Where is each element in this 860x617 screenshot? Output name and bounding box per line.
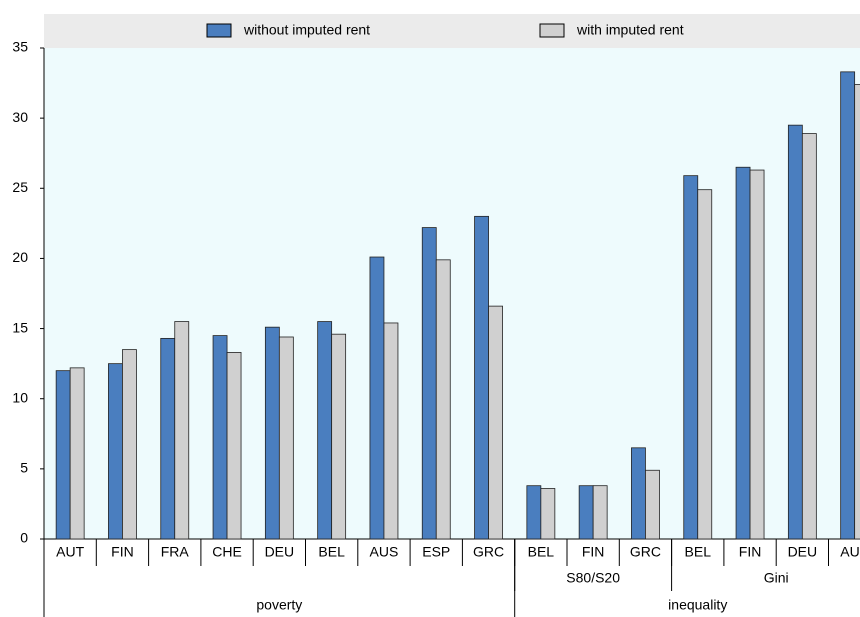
y-tick-label: 10 [12,389,28,405]
bar [174,321,190,540]
bar [317,321,333,540]
x-tick-label: GRC [630,544,661,560]
bar [108,363,123,540]
y-tick-label: 30 [12,109,28,125]
x-tick-label: FIN [739,544,762,560]
legend-band [44,14,860,48]
bar [122,349,137,540]
bar [749,169,765,540]
x-tick-label: CHE [212,544,242,560]
bar [160,337,176,540]
bar [526,485,542,540]
bar [226,352,242,540]
bar [474,215,489,540]
x-tick-label: AUS [370,544,399,560]
bar [787,124,803,540]
group-label: inequality [668,597,727,613]
legend-swatch [206,23,232,38]
x-tick-label: FIN [111,544,134,560]
bar [69,367,85,540]
bar [421,227,437,540]
bar [631,447,646,540]
bar [331,333,347,540]
x-tick-label: DEU [788,544,818,560]
bar [383,322,399,540]
bar [645,469,660,540]
bar [278,336,294,540]
bar [212,335,228,540]
x-tick-label: ESP [422,544,450,560]
x-tick-label: FRA [161,544,190,560]
legend-swatch [539,23,565,38]
legend-label: without imputed rent [243,22,370,38]
x-tick-label: AUS [840,544,860,560]
bar [697,189,713,540]
y-tick-label: 20 [12,249,28,265]
bar [578,485,594,540]
x-tick-label: GRC [473,544,504,560]
group-label: poverty [256,597,302,613]
y-tick-label: 35 [12,39,28,55]
bar [735,166,751,540]
bar [264,326,280,540]
bar [840,71,856,540]
bar [801,133,817,540]
bar [854,84,860,540]
y-tick-label: 25 [12,179,28,195]
bar [683,175,699,540]
subgroup-label: Gini [764,570,789,586]
y-tick-label: 5 [20,460,28,476]
bar [488,305,503,540]
subgroup-label: S80/S20 [566,570,620,586]
y-tick-label: 15 [12,319,28,335]
x-tick-label: BEL [318,544,345,560]
x-tick-label: BEL [685,544,712,560]
x-tick-label: AUT [56,544,84,560]
bar [369,256,385,540]
bar [55,370,71,540]
y-tick-label: 0 [20,530,28,546]
x-tick-label: BEL [528,544,555,560]
bar [592,485,608,540]
x-tick-label: FIN [582,544,605,560]
x-tick-label: DEU [265,544,295,560]
bar [540,488,556,540]
bar [435,259,451,540]
legend-label: with imputed rent [576,22,684,38]
